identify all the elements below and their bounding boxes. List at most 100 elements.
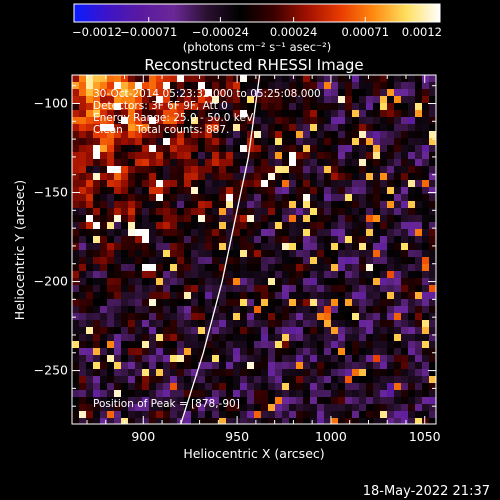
- heatmap-cell: [86, 264, 93, 271]
- heatmap-cell: [100, 404, 107, 411]
- heatmap-cell: [72, 201, 79, 208]
- heatmap-cell: [205, 362, 212, 369]
- heatmap-cell: [303, 96, 310, 103]
- heatmap-cell: [198, 194, 205, 201]
- heatmap-cell: [331, 180, 338, 187]
- heatmap-cell: [247, 166, 254, 173]
- heatmap-cell: [177, 194, 184, 201]
- heatmap-cell: [198, 383, 205, 390]
- heatmap-cell: [149, 89, 156, 96]
- heatmap-cell: [107, 194, 114, 201]
- heatmap-cell: [114, 327, 121, 334]
- heatmap-cell: [254, 390, 261, 397]
- heatmap-cell: [415, 159, 422, 166]
- heatmap-cell: [240, 194, 247, 201]
- heatmap-cell: [366, 152, 373, 159]
- heatmap-cell: [170, 124, 177, 131]
- heatmap-cell: [100, 215, 107, 222]
- heatmap-cell: [191, 355, 198, 362]
- heatmap-cell: [93, 152, 100, 159]
- heatmap-cell: [394, 145, 401, 152]
- heatmap-cell: [422, 243, 429, 250]
- heatmap-cell: [268, 271, 275, 278]
- heatmap-cell: [226, 355, 233, 362]
- heatmap-cell: [205, 187, 212, 194]
- heatmap-cell: [324, 348, 331, 355]
- heatmap-cell: [254, 180, 261, 187]
- heatmap-cell: [100, 411, 107, 418]
- heatmap-cell: [310, 152, 317, 159]
- heatmap-cell: [345, 117, 352, 124]
- heatmap-cell: [233, 306, 240, 313]
- heatmap-cell: [401, 390, 408, 397]
- heatmap-cell: [198, 131, 205, 138]
- heatmap-cell: [247, 103, 254, 110]
- heatmap-cell: [184, 299, 191, 306]
- heatmap-cell: [184, 117, 191, 124]
- heatmap-cell: [401, 418, 408, 424]
- heatmap-cell: [261, 334, 268, 341]
- heatmap-cell: [107, 222, 114, 229]
- heatmap-cell: [205, 355, 212, 362]
- heatmap-cell: [156, 82, 163, 89]
- heatmap-cell: [149, 355, 156, 362]
- heatmap-cell: [135, 82, 142, 89]
- heatmap-cell: [219, 215, 226, 222]
- heatmap-cell: [212, 320, 219, 327]
- heatmap-cell: [142, 103, 149, 110]
- heatmap-cell: [296, 75, 303, 82]
- heatmap-cell: [233, 362, 240, 369]
- heatmap-cell: [254, 159, 261, 166]
- heatmap-cell: [254, 383, 261, 390]
- heatmap-cell: [163, 411, 170, 418]
- heatmap-cell: [282, 138, 289, 145]
- heatmap-cell: [324, 103, 331, 110]
- heatmap-cell: [366, 173, 373, 180]
- heatmap-cell: [93, 201, 100, 208]
- heatmap-cell: [72, 292, 79, 299]
- heatmap-cell: [93, 264, 100, 271]
- heatmap-cell: [163, 362, 170, 369]
- heatmap-cell: [359, 236, 366, 243]
- heatmap-cell: [100, 376, 107, 383]
- heatmap-cell: [219, 159, 226, 166]
- heatmap-cell: [394, 201, 401, 208]
- heatmap-cell: [345, 397, 352, 404]
- heatmap-cell: [282, 180, 289, 187]
- heatmap-cell: [296, 110, 303, 117]
- heatmap-cell: [380, 418, 387, 424]
- heatmap-cell: [366, 369, 373, 376]
- heatmap-cell: [240, 250, 247, 257]
- heatmap-cell: [240, 334, 247, 341]
- heatmap-cell: [163, 96, 170, 103]
- heatmap-cell: [86, 369, 93, 376]
- heatmap-cell: [219, 138, 226, 145]
- heatmap-cell: [142, 82, 149, 89]
- heatmap-cell: [177, 264, 184, 271]
- heatmap-cell: [408, 292, 415, 299]
- heatmap-cell: [268, 292, 275, 299]
- heatmap-cell: [170, 215, 177, 222]
- heatmap-cell: [394, 334, 401, 341]
- heatmap-cell: [296, 208, 303, 215]
- heatmap-cell: [429, 124, 436, 131]
- heatmap-cell: [303, 173, 310, 180]
- heatmap-cell: [86, 348, 93, 355]
- heatmap-cell: [254, 166, 261, 173]
- heatmap-cell: [191, 418, 198, 424]
- heatmap-cell: [240, 292, 247, 299]
- heatmap-cell: [289, 334, 296, 341]
- heatmap-cell: [86, 292, 93, 299]
- heatmap-cell: [296, 138, 303, 145]
- heatmap-cell: [128, 215, 135, 222]
- heatmap-cell: [422, 201, 429, 208]
- heatmap-cell: [261, 208, 268, 215]
- heatmap-cell: [72, 145, 79, 152]
- heatmap-cell: [310, 229, 317, 236]
- heatmap-cell: [324, 271, 331, 278]
- heatmap-cell: [219, 75, 226, 82]
- heatmap-cell: [408, 117, 415, 124]
- heatmap-cell: [233, 187, 240, 194]
- heatmap-cell: [72, 117, 79, 124]
- heatmap-cell: [240, 383, 247, 390]
